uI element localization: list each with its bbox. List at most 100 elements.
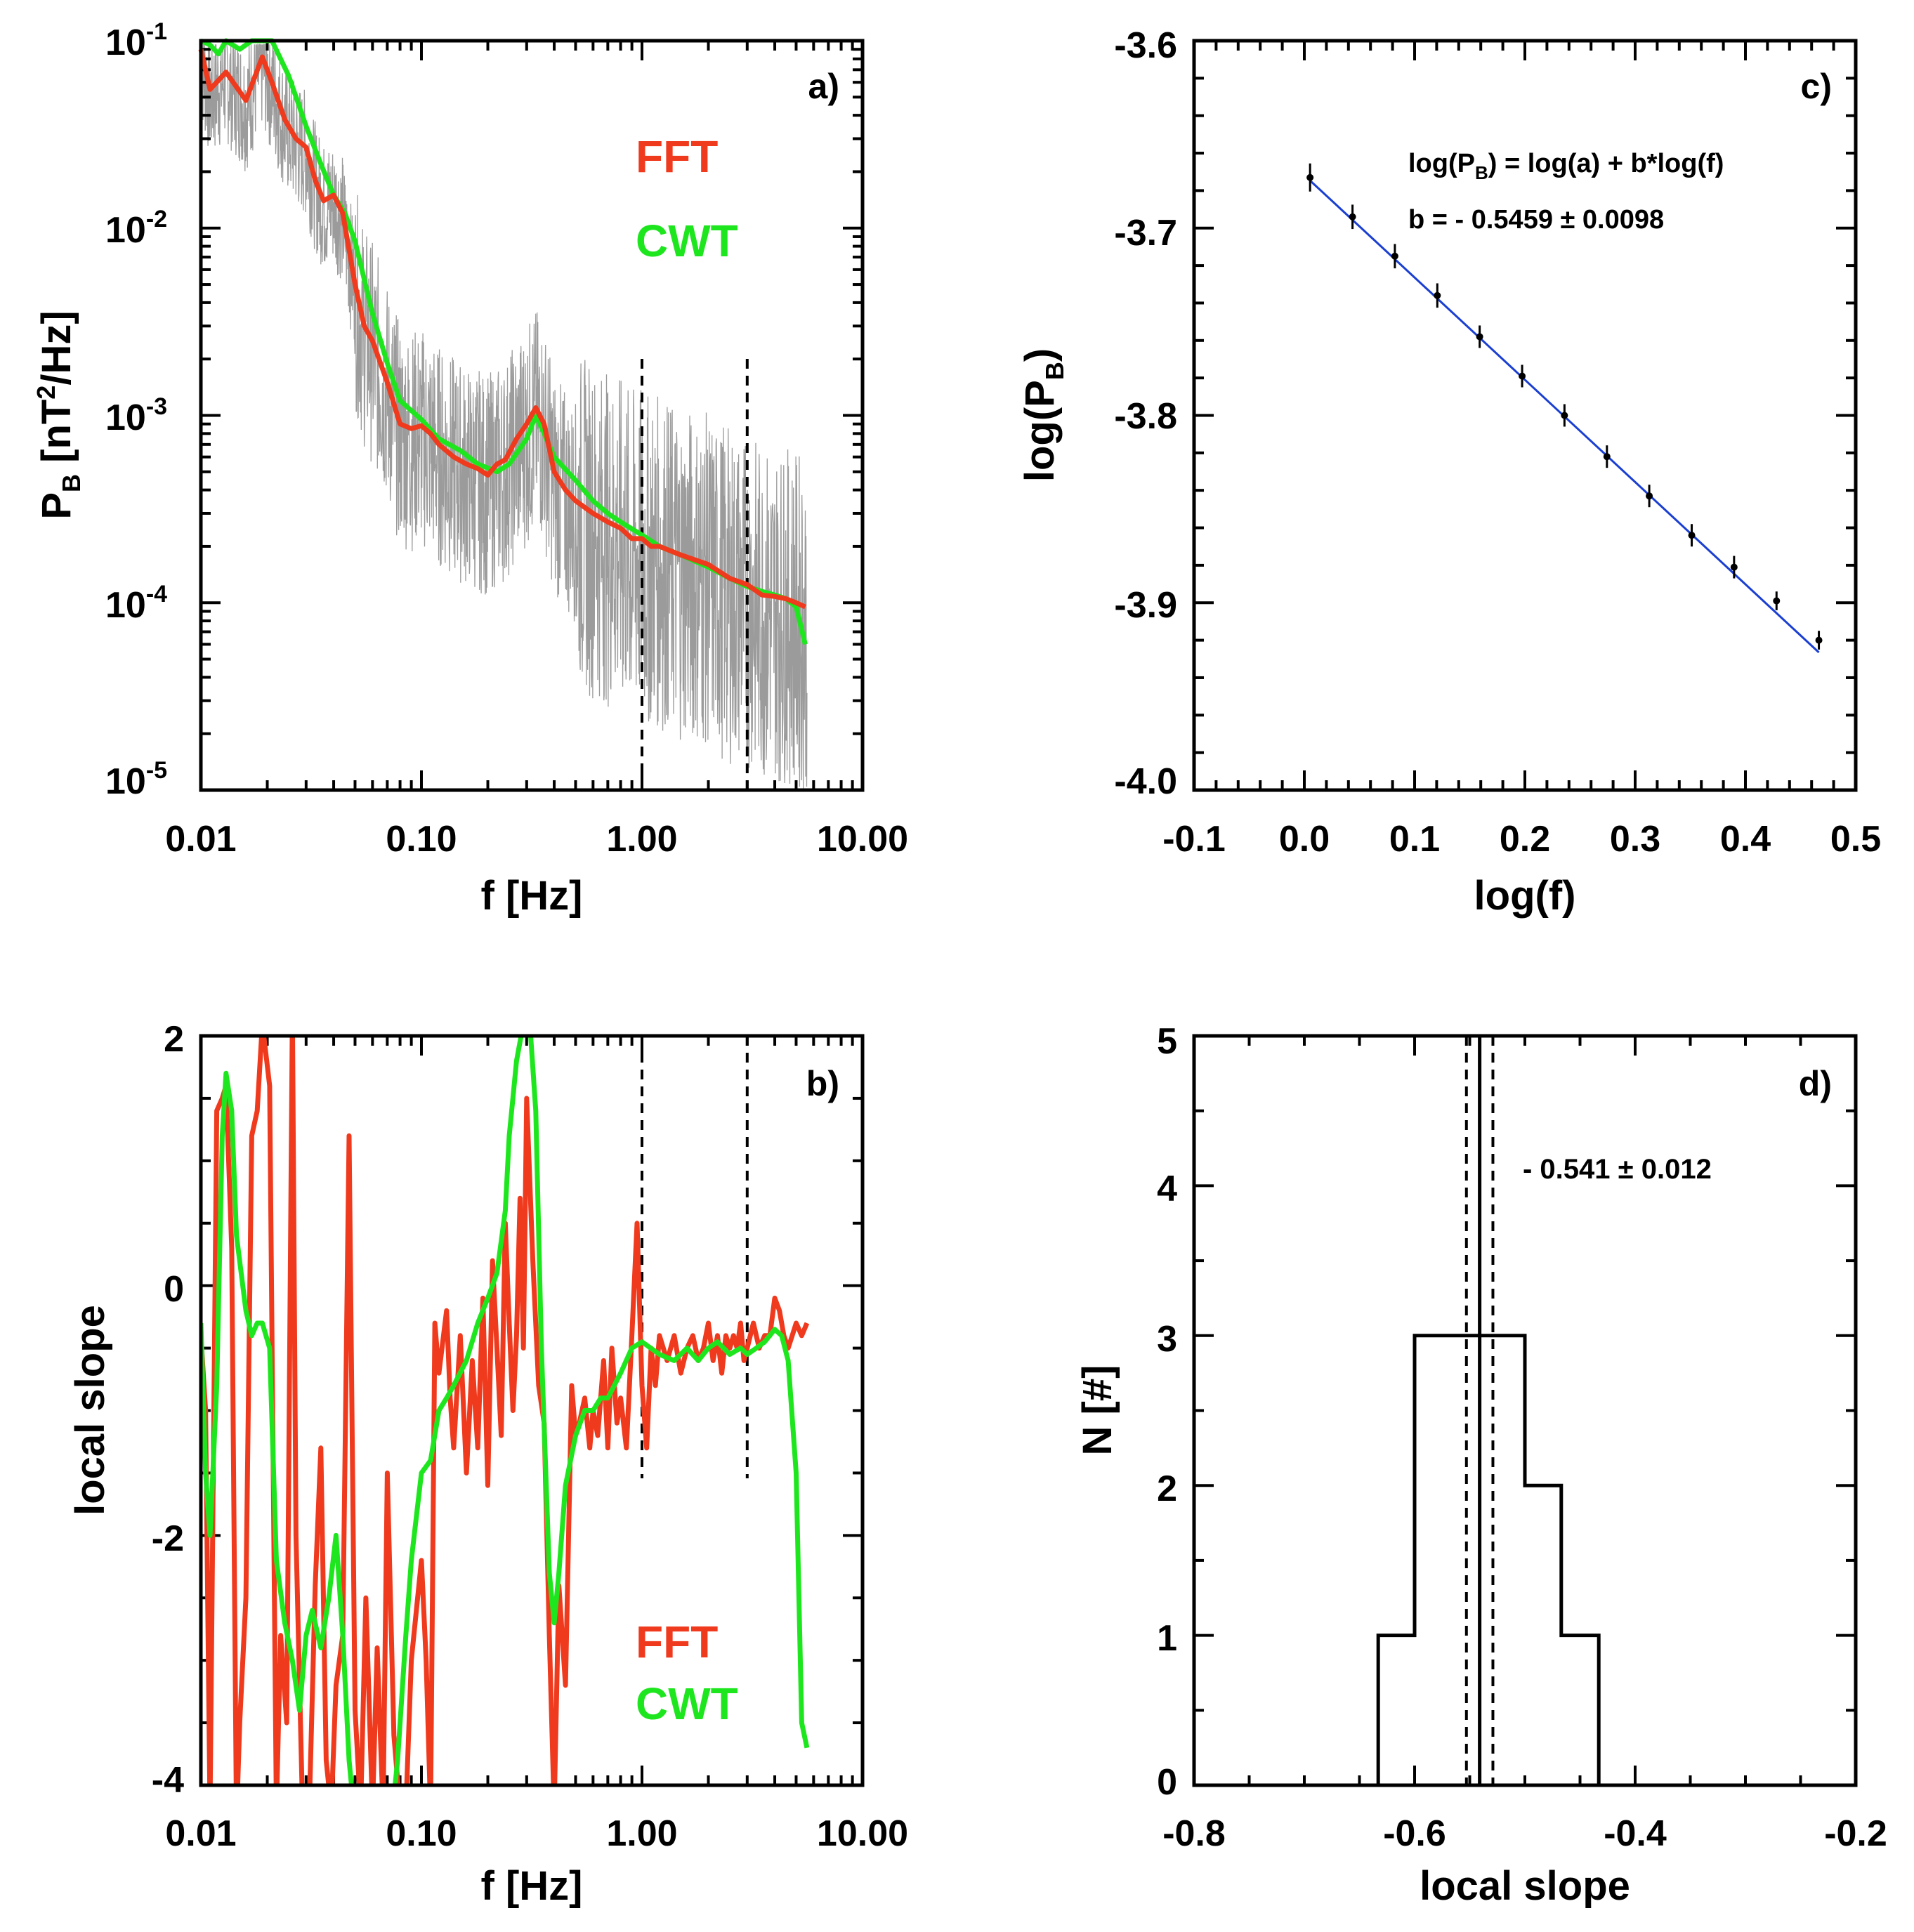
xlabel-a: f [Hz] [481,873,583,919]
xtick-a-3: 10.00 [817,819,908,860]
xtick-d-1: -0.6 [1383,1813,1446,1854]
ytick-d-4: 1 [1157,1618,1177,1659]
xtick-c-4: 0.3 [1610,819,1660,860]
data-point [1646,492,1653,500]
data-point [1391,252,1398,260]
ylabel-a: PB [nT2/Hz] [32,310,86,519]
data-point [1773,597,1781,605]
ytick-b-0: 2 [164,1019,184,1060]
panel-d-ytick-labels: 5 4 3 2 1 0 [1157,1021,1177,1803]
panel-a-xtick-labels: 0.01 0.10 1.00 10.00 [165,819,908,860]
xtick-a-0: 0.01 [165,819,236,860]
xtick-d-3: -0.2 [1824,1813,1887,1854]
ytick-d-5: 0 [1157,1762,1177,1803]
xlabel-c: log(f) [1474,873,1576,919]
ytick-d-2: 3 [1157,1319,1177,1360]
xtick-c-5: 0.4 [1720,819,1771,860]
ytick-c-3: -3.9 [1114,585,1177,626]
panel-d-xtick-labels: -0.8 -0.6 -0.4 -0.2 [1162,1813,1887,1854]
ytick-a-1-base: 10 [105,210,146,251]
panel-label-a: a) [808,67,839,106]
data-point [1730,563,1738,571]
series-a-fft [198,48,806,610]
data-point [1434,291,1441,299]
xtick-a-2: 1.00 [606,819,677,860]
panel-c-xtick-labels: -0.1 0.0 0.1 0.2 0.3 0.4 0.5 [1162,819,1881,860]
panel-a-ytick-labels: 10-1 10-2 10-3 10-4 10-5 [105,18,167,802]
panel-c-ytick-labels: -3.6 -3.7 -3.8 -3.9 -4.0 [1114,25,1177,802]
ytick-a-0-exp: -1 [146,18,167,45]
panel-d-histogram: 5 4 3 2 1 0 -0.8 -0.6 -0.4 -0.2 local sl… [1075,1021,1887,1909]
ytick-a-0-base: 10 [105,22,146,63]
ytick-a-1-exp: -2 [146,206,167,232]
xtick-b-2: 1.00 [606,1813,677,1854]
svg-text:10-1: 10-1 [105,18,167,63]
fit-equation: log(PB) = log(a) + b*log(f) [1408,149,1724,183]
panel-label-b: b) [806,1064,839,1103]
legend-b-fft: FFT [636,1617,718,1667]
panel-a-vlines [641,358,749,790]
ytick-c-2: -3.8 [1114,396,1177,437]
ylabel-d: N [#] [1075,1365,1120,1456]
ytick-a-3-base: 10 [105,585,146,626]
xtick-c-3: 0.2 [1500,819,1550,860]
ytick-c-0: -3.6 [1114,25,1177,66]
ytick-c-1: -3.7 [1114,213,1177,254]
panel-label-d: d) [1799,1064,1832,1103]
data-point [1688,532,1696,539]
data-point [1815,636,1823,644]
fit-slope: b = - 0.5459 ± 0.0098 [1408,205,1664,235]
xlabel-b: f [Hz] [481,1863,583,1909]
xtick-b-0: 0.01 [165,1813,236,1854]
xtick-c-2: 0.1 [1389,819,1440,860]
ytick-a-2-exp: -3 [146,393,167,420]
mean-slope-annotation: - 0.541 ± 0.012 [1523,1154,1712,1185]
ytick-a-4-base: 10 [105,761,146,802]
ylabel-b: local slope [67,1305,113,1516]
ytick-a-4-exp: -5 [146,757,167,784]
panel-d-frame [1192,1034,1858,1787]
ytick-a-3-exp: -4 [146,581,167,607]
ytick-c-4: -4.0 [1114,761,1177,802]
ytick-d-1: 4 [1157,1169,1177,1209]
xtick-d-2: -0.4 [1604,1813,1667,1854]
ytick-b-3: -4 [152,1760,184,1801]
series-b-cwt [201,1036,810,1785]
panel-b-vlines [641,1036,749,1478]
data-point [1603,453,1611,461]
xtick-c-6: 0.5 [1830,819,1881,860]
panel-b-local-slope: 2 0 -2 -4 0.01 0.10 1.00 10.00 f [Hz] lo… [67,1019,908,1909]
xtick-c-1: 0.0 [1279,819,1330,860]
svg-text:10-2: 10-2 [105,206,167,251]
panel-b-series [201,1036,810,1785]
legend-a-cwt: CWT [636,216,738,266]
panel-b-frame [199,1034,865,1787]
panel-d-vlines [1464,1036,1495,1785]
data-point [1519,372,1526,380]
legend-b-cwt: CWT [636,1678,738,1729]
panel-c-powerlaw-fit: -3.6 -3.7 -3.8 -3.9 -4.0 -0.1 0.0 0.1 0.… [1017,25,1881,919]
xtick-d-0: -0.8 [1162,1813,1226,1854]
xlabel-d: local slope [1420,1863,1630,1909]
ytick-d-0: 5 [1157,1021,1177,1062]
svg-text:10-3: 10-3 [105,393,167,438]
xtick-b-1: 0.10 [386,1813,457,1854]
panel-label-c: c) [1801,67,1832,106]
ytick-b-2: -2 [152,1518,184,1559]
svg-text:10-4: 10-4 [105,581,167,626]
panel-b-xtick-labels: 0.01 0.10 1.00 10.00 [165,1813,908,1854]
panel-d-bars [1376,1334,1601,1785]
ylabel-c: log(PB) [1017,348,1069,482]
ytick-b-1: 0 [164,1269,184,1310]
legend-a-fft: FFT [636,131,718,182]
panel-a-frame [199,39,865,792]
xtick-a-1: 0.10 [386,819,457,860]
panel-b-ytick-labels: 2 0 -2 -4 [152,1019,184,1801]
data-point [1476,333,1483,341]
data-point [1349,213,1356,221]
histogram-outline [1376,1334,1601,1785]
xtick-c-0: -0.1 [1162,819,1226,860]
xtick-b-3: 10.00 [817,1813,908,1854]
panel-a-power-spectrum: 10-1 10-2 10-3 10-4 10-5 0.01 0.10 1.00 … [32,18,908,919]
